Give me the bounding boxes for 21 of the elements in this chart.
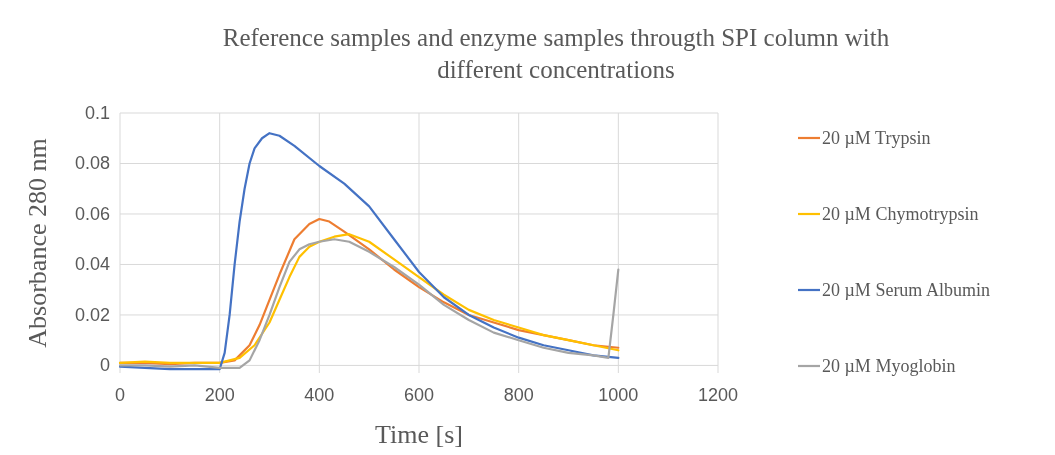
x-tick-label: 600	[403, 385, 435, 405]
y-tick-label: 0	[99, 355, 110, 376]
y-tick-label: 0.02	[74, 304, 110, 325]
chart-title: Reference samples and enzyme samples througth SPI column with different concentrations	[222, 24, 890, 83]
legend-label: 20 µM Trypsin	[822, 128, 931, 148]
x-tick-label: 800	[503, 385, 534, 405]
y-tick-label: 0.08	[74, 153, 110, 174]
y-axis-title: Absorbance 280 nm	[23, 138, 52, 348]
legend-label: 20 µM Serum Albumin	[822, 280, 990, 300]
line-series	[118, 132, 620, 371]
x-axis-title: Time [s]	[375, 420, 463, 449]
legend-label: 20 µM Myoglobin	[822, 356, 956, 376]
y-tick-label: 0.04	[74, 254, 110, 275]
x-tick-label: 400	[304, 385, 335, 405]
legend-label: 20 µM Chymotrypsin	[822, 204, 979, 224]
x-tick-label: 200	[204, 385, 235, 405]
y-tick-label: 0.06	[74, 203, 110, 224]
x-tick-label: 1000	[598, 385, 639, 405]
x-tick-label: 0	[114, 385, 126, 405]
x-tick-label: 1200	[697, 385, 739, 405]
y-tick-label: 0.1	[84, 103, 110, 123]
